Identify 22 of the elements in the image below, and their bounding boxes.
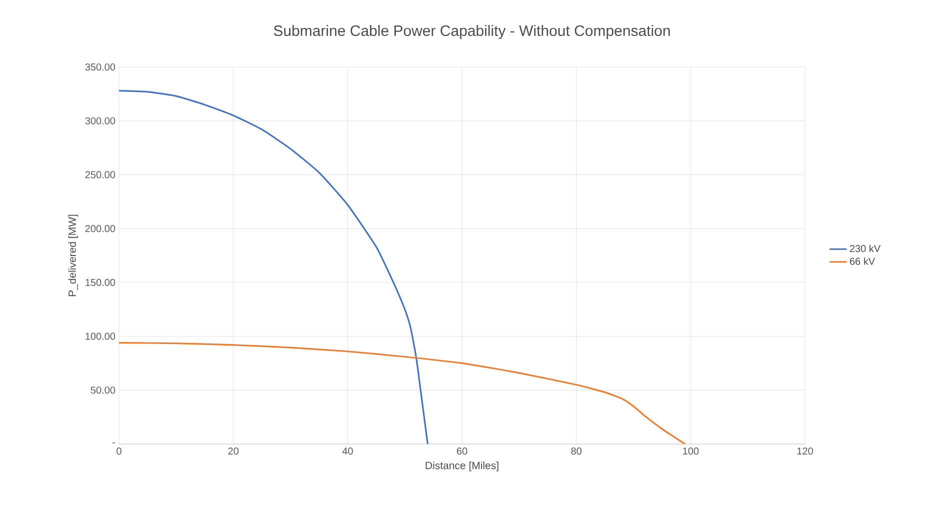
y-tick-label: -: [112, 442, 116, 444]
chart-title: Submarine Cable Power Capability - Without Compensation: [274, 25, 670, 39]
x-tick-label: 0: [116, 448, 122, 455]
x-tick-label: 120: [797, 448, 813, 455]
x-tick-label: 60: [456, 448, 468, 455]
x-axis-title: Distance [Miles]: [426, 461, 498, 472]
y-tick-label: 250.00: [85, 171, 116, 178]
legend-label: 230 kV: [850, 244, 881, 252]
y-tick-label: 100.00: [86, 332, 116, 340]
x-tick-label: 100: [683, 448, 699, 455]
y-tick-label: 150.00: [86, 278, 116, 286]
line-series: [119, 342, 686, 444]
y-tick-label: 200.00: [85, 225, 116, 232]
y-tick-label: 300.00: [85, 117, 116, 124]
x-tick-label: 20: [228, 448, 239, 455]
line-series: [119, 90, 429, 444]
x-tick-label: 80: [571, 448, 582, 455]
y-tick-label: 50.00: [90, 386, 116, 394]
legend-label: 66 kV: [850, 258, 875, 265]
y-tick-label: 350.00: [85, 63, 116, 71]
x-tick-label: 40: [342, 448, 353, 455]
y-axis-title: P_delivered [MW]: [68, 214, 78, 296]
